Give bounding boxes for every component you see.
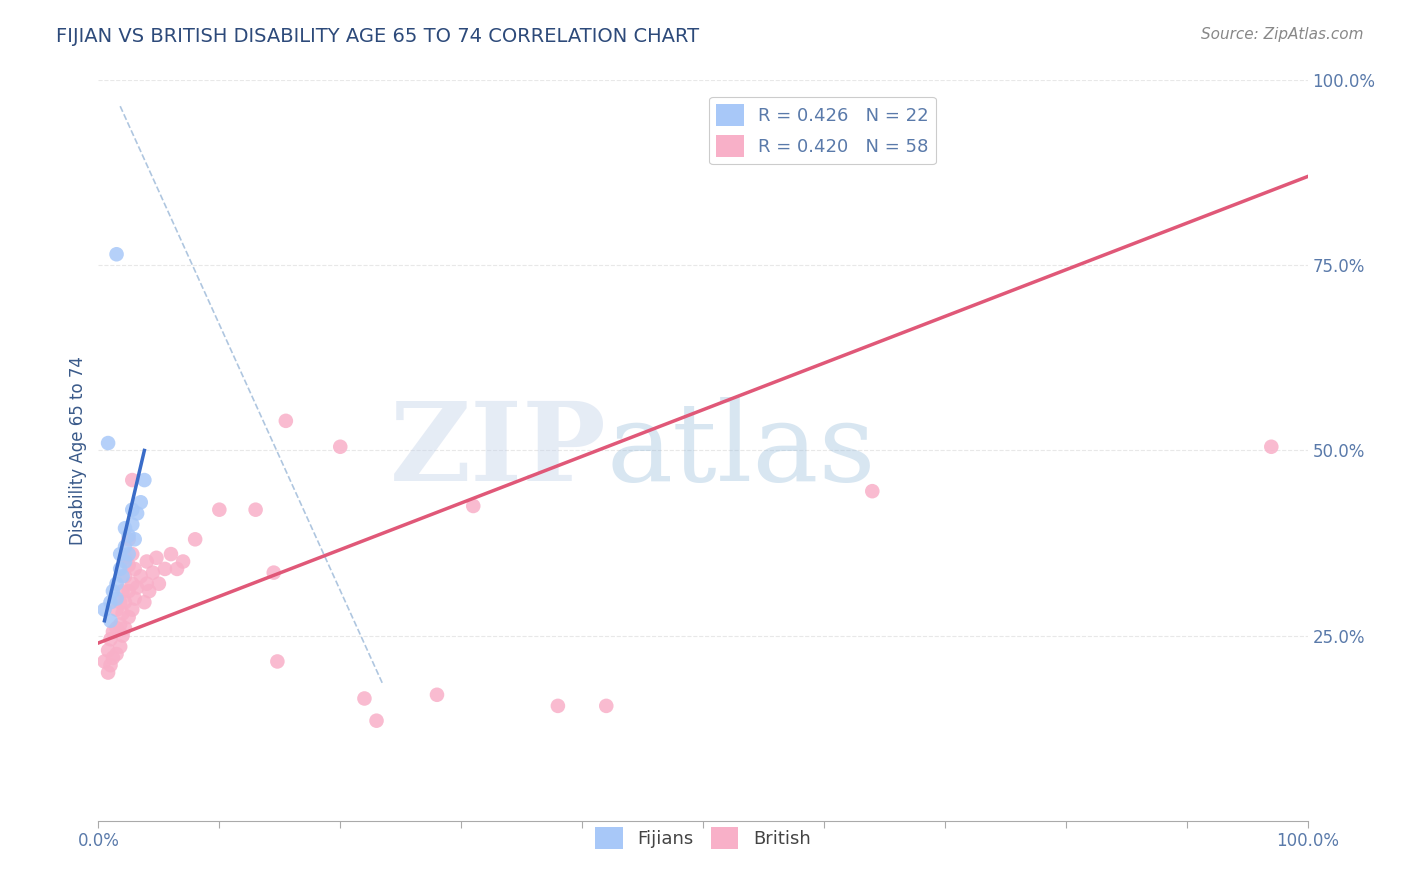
Point [108,547,131,561]
Point [129,569,152,583]
Point [118,533,141,547]
Point [100,632,122,647]
Point [100,595,122,609]
Point [108,562,131,576]
Point [166,562,188,576]
Point [127,507,149,521]
Point [121,502,143,516]
Legend: Fijians, British: Fijians, British [588,820,818,856]
Point [208,502,231,516]
Point [145,550,167,565]
Point [108,617,131,632]
Point [97,665,120,680]
Point [142,566,165,580]
Point [245,502,267,516]
Point [547,698,569,713]
Point [100,658,122,673]
Point [114,550,136,565]
Point [121,473,143,487]
Point [366,714,388,728]
Point [160,547,183,561]
Text: ZIP: ZIP [389,397,606,504]
Point [105,247,128,261]
Point [124,533,146,547]
Point [111,607,134,621]
Point [114,521,136,535]
Point [118,528,141,542]
Y-axis label: Disability Age 65 to 74: Disability Age 65 to 74 [69,356,87,545]
Point [266,655,288,669]
Point [263,566,285,580]
Point [114,595,136,609]
Point [114,540,136,554]
Point [148,576,170,591]
Point [1260,440,1282,454]
Point [172,555,194,569]
Point [93,655,115,669]
Point [127,581,149,595]
Point [135,555,157,569]
Point [108,595,131,609]
Point [118,610,141,624]
Point [184,533,207,547]
Point [101,650,124,665]
Point [93,602,115,616]
Point [134,595,156,609]
Point [138,584,160,599]
Point [124,562,146,576]
Point [111,584,134,599]
Point [153,562,176,576]
Point [463,499,485,513]
Point [105,647,128,661]
Point [329,440,352,454]
Point [105,576,128,591]
Point [124,591,146,606]
Point [595,698,617,713]
Point [121,517,143,532]
Point [121,576,143,591]
Point [860,484,883,499]
Point [105,621,128,635]
Text: Source: ZipAtlas.com: Source: ZipAtlas.com [1201,27,1364,42]
Point [105,602,128,616]
Point [426,688,449,702]
Text: atlas: atlas [606,397,876,504]
Point [97,643,120,657]
Point [114,555,136,569]
Point [134,473,156,487]
Point [118,558,141,573]
Point [101,584,124,599]
Point [111,628,134,642]
Point [121,602,143,616]
Point [353,691,375,706]
Point [108,640,131,654]
Point [135,576,157,591]
Point [114,621,136,635]
Point [274,414,297,428]
Point [129,495,152,509]
Point [118,584,141,599]
Point [118,547,141,561]
Point [105,591,128,606]
Point [114,569,136,583]
Point [101,624,124,639]
Point [121,547,143,561]
Point [97,436,120,450]
Text: FIJIAN VS BRITISH DISABILITY AGE 65 TO 74 CORRELATION CHART: FIJIAN VS BRITISH DISABILITY AGE 65 TO 7… [56,27,699,45]
Point [111,569,134,583]
Point [100,614,122,628]
